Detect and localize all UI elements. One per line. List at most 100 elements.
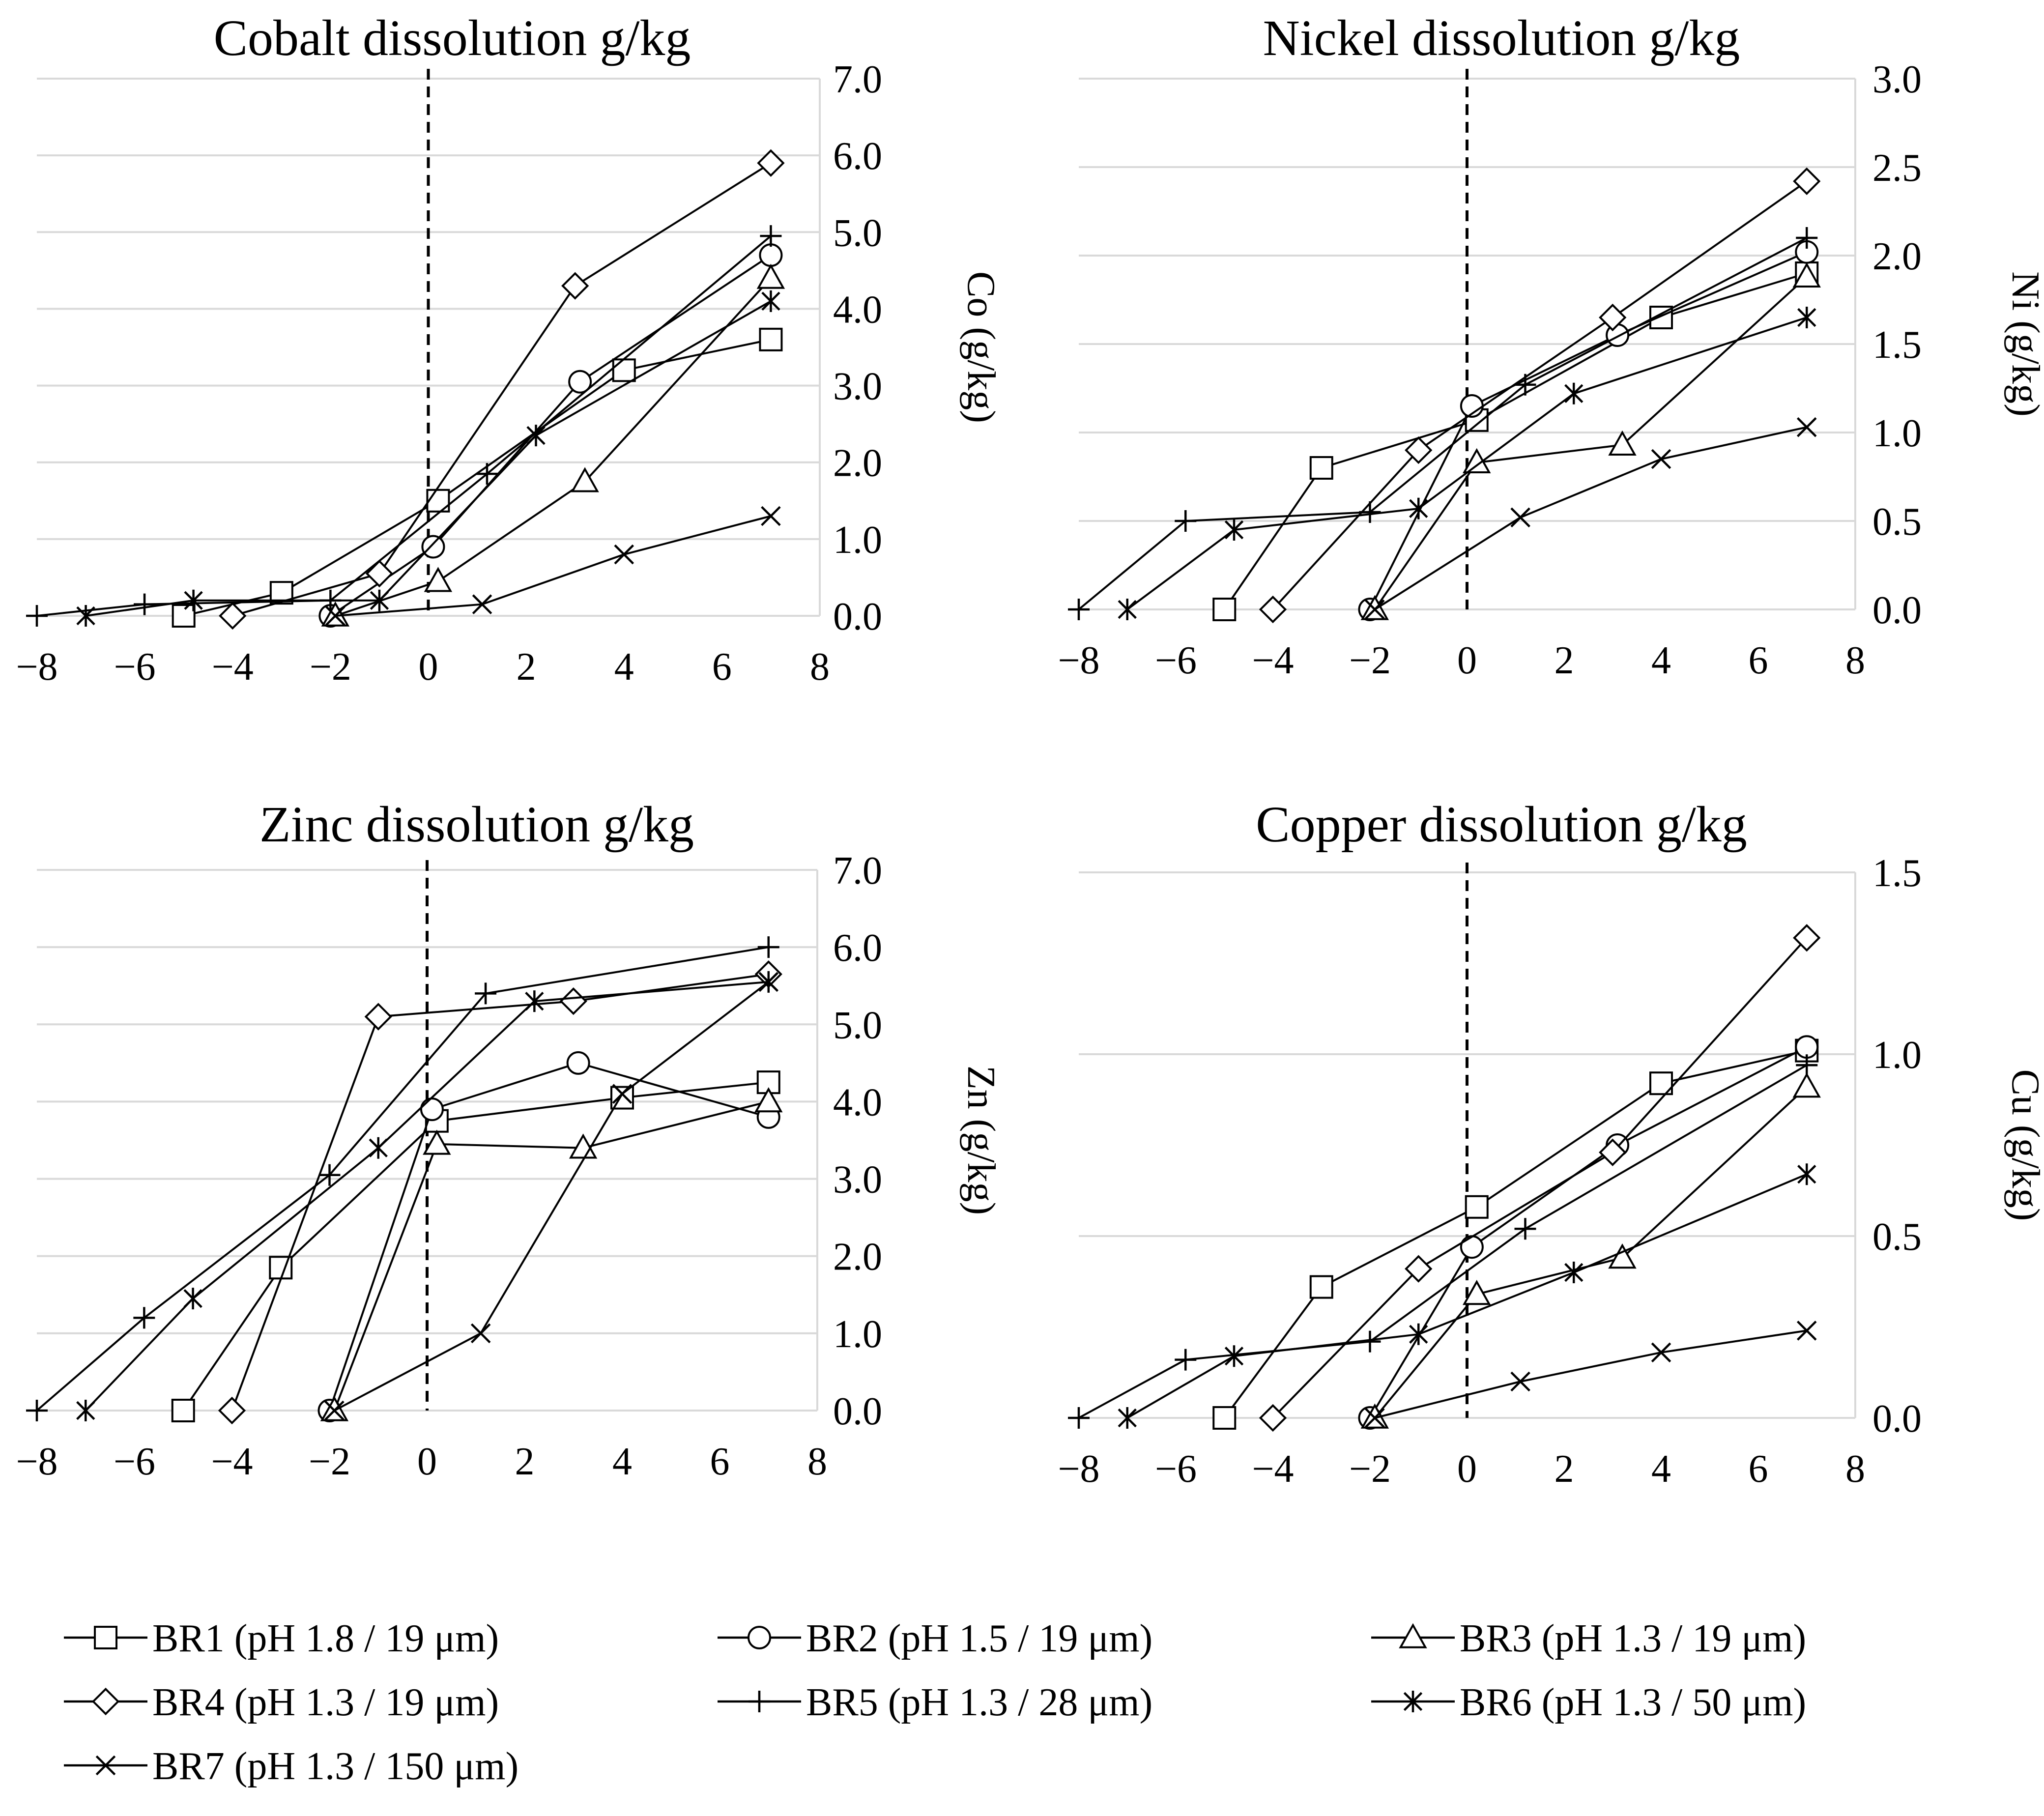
data-point-diamond-marker bbox=[218, 1396, 246, 1425]
y-axis-label: Co (g/kg) bbox=[959, 271, 1003, 423]
x-tick-label: −2 bbox=[1349, 639, 1391, 682]
data-point-plus-marker bbox=[133, 1307, 155, 1329]
legend-item: BR2 (pH 1.5 / 19 μm) bbox=[718, 1617, 1152, 1660]
data-point-square-marker bbox=[759, 327, 783, 351]
diamond-shape bbox=[561, 272, 589, 300]
y-tick-label: 7.0 bbox=[833, 58, 882, 101]
data-point-asterisk-marker bbox=[525, 990, 544, 1012]
data-point-plus-marker bbox=[757, 936, 779, 958]
x-tick-label: −6 bbox=[1155, 1447, 1197, 1491]
series-line bbox=[182, 1081, 769, 1412]
legend-item: BR3 (pH 1.3 / 19 μm) bbox=[1371, 1617, 1806, 1660]
data-point-plus-marker bbox=[318, 1164, 341, 1186]
x-d2 bbox=[325, 605, 345, 626]
data-point-x-marker bbox=[1510, 1371, 1530, 1392]
x-tick-label: 6 bbox=[1749, 1447, 1768, 1491]
legend-item: BR4 (pH 1.3 / 19 μm) bbox=[64, 1681, 499, 1724]
series-2 bbox=[1358, 240, 1819, 621]
data-point-diamond-marker bbox=[219, 602, 247, 630]
data-point-diamond-marker bbox=[561, 272, 589, 300]
data-point-diamond-marker bbox=[1793, 167, 1821, 195]
x-d2 bbox=[1365, 1408, 1385, 1428]
data-point-asterisk-marker bbox=[1118, 1407, 1137, 1429]
x-d2 bbox=[1651, 449, 1671, 469]
diamond-shape bbox=[365, 559, 394, 588]
data-point-triangle-marker bbox=[571, 467, 599, 492]
data-point-asterisk-marker bbox=[1409, 497, 1428, 519]
data-point-square-marker bbox=[1465, 1195, 1489, 1219]
x-d2 bbox=[1510, 507, 1530, 528]
y-axis-label: Zn (g/kg) bbox=[959, 1066, 1003, 1215]
square-shape bbox=[94, 1626, 117, 1649]
square-shape bbox=[612, 358, 636, 382]
asterisk-marker bbox=[1403, 1691, 1423, 1712]
chart-title: Cobalt dissolution g/kg bbox=[214, 10, 691, 66]
series-line bbox=[1374, 1086, 1808, 1419]
data-point-diamond-marker bbox=[559, 987, 587, 1015]
legend-label: BR6 (pH 1.3 / 50 μm) bbox=[1460, 1681, 1806, 1724]
series-4 bbox=[218, 960, 782, 1425]
data-point-asterisk-marker bbox=[183, 1288, 202, 1310]
legend-label: BR5 (pH 1.3 / 28 μm) bbox=[806, 1681, 1152, 1724]
y-tick-label: 2.5 bbox=[1872, 146, 1922, 190]
series-line bbox=[1374, 276, 1808, 610]
y-tick-label: 4.0 bbox=[833, 1081, 882, 1124]
circle-marker bbox=[748, 1626, 771, 1649]
data-point-x-marker bbox=[1651, 449, 1671, 469]
x-tick-label: 8 bbox=[807, 1440, 827, 1483]
series-line bbox=[333, 1100, 769, 1411]
series-line bbox=[1223, 272, 1807, 610]
x-d2 bbox=[470, 1323, 491, 1344]
y-tick-label: 1.5 bbox=[1872, 323, 1922, 367]
chart-panel-4: Copper dissolution g/kg 0.0 0.5 1.0 1.5 −8 −6 −… bbox=[1058, 796, 2044, 1491]
x-tick-label: 0 bbox=[419, 645, 438, 689]
diamond-shape bbox=[1793, 167, 1821, 195]
chart-panel-3: Zinc dissolution g/kg 0.0 1.0 2.0 3.0 4.0 5.0 6… bbox=[16, 796, 1003, 1483]
diamond-shape bbox=[1793, 924, 1821, 952]
triangle-shape bbox=[1463, 1280, 1491, 1305]
triangle-shape bbox=[756, 263, 785, 289]
data-point-plus-marker bbox=[476, 463, 498, 485]
data-point-circle-marker bbox=[566, 1051, 590, 1075]
data-point-square-marker bbox=[172, 604, 196, 628]
plus-marker bbox=[749, 1691, 770, 1712]
x-tick-label: −4 bbox=[211, 1440, 253, 1483]
y-tick-label: 1.0 bbox=[833, 519, 882, 562]
series-6 bbox=[76, 971, 778, 1421]
diamond-marker bbox=[91, 1687, 120, 1716]
data-point-plus-marker bbox=[475, 982, 497, 1005]
x-d2 bbox=[1365, 599, 1385, 620]
y-tick-label: 6.0 bbox=[833, 926, 882, 970]
x-tick-label: −2 bbox=[1349, 1447, 1391, 1491]
data-point-plus-marker bbox=[760, 225, 782, 247]
chart-title: Nickel dissolution g/kg bbox=[1263, 10, 1740, 66]
data-point-square-marker bbox=[171, 1399, 195, 1422]
legend-item: BR6 (pH 1.3 / 50 μm) bbox=[1371, 1681, 1806, 1724]
series-1 bbox=[1212, 261, 1819, 621]
data-point-asterisk-marker bbox=[1797, 307, 1816, 328]
x-tick-label: 6 bbox=[712, 645, 732, 689]
data-point-square-marker bbox=[612, 358, 636, 382]
y-axis-label: Cu (g/kg) bbox=[2004, 1069, 2044, 1221]
y-tick-label: 3.0 bbox=[1872, 58, 1922, 101]
triangle-shape bbox=[571, 467, 599, 492]
series-5 bbox=[1068, 227, 1818, 620]
diamond-shape bbox=[91, 1687, 120, 1716]
legend-label: BR2 (pH 1.5 / 19 μm) bbox=[806, 1617, 1152, 1660]
data-point-x-marker bbox=[761, 506, 781, 526]
x-tick-label: 4 bbox=[612, 1440, 632, 1483]
diamond-shape bbox=[1259, 1404, 1287, 1432]
series-2 bbox=[318, 243, 783, 628]
series-6 bbox=[1118, 307, 1816, 620]
data-point-circle-marker bbox=[1460, 1235, 1484, 1259]
data-point-plus-marker bbox=[1175, 510, 1197, 532]
data-point-plus-marker bbox=[26, 1400, 48, 1421]
data-point-triangle-marker bbox=[424, 567, 453, 592]
data-point-circle-marker bbox=[568, 370, 592, 394]
data-point-square-marker bbox=[1309, 456, 1333, 480]
x-tick-label: 8 bbox=[810, 645, 830, 689]
data-point-x-marker bbox=[325, 605, 345, 626]
triangle-shape bbox=[1792, 1072, 1821, 1098]
series-1 bbox=[172, 327, 783, 628]
